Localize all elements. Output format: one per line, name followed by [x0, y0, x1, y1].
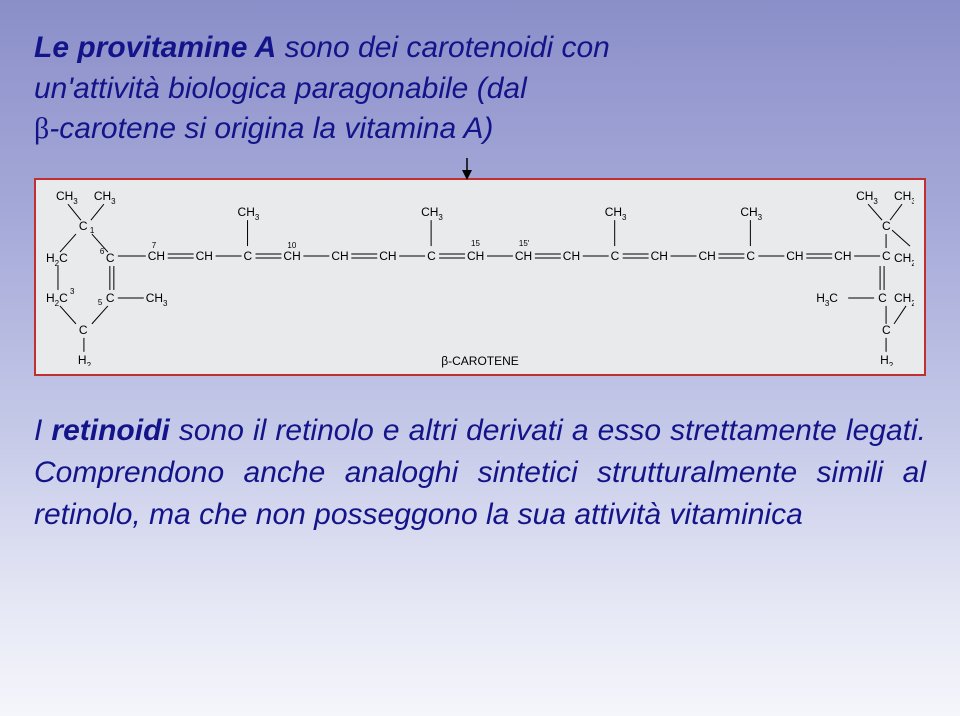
svg-text:3: 3 [70, 286, 75, 295]
svg-text:CH2: CH2 [894, 251, 914, 268]
svg-text:CH3: CH3 [146, 290, 168, 307]
structure-caption: β-CAROTENE [441, 354, 519, 368]
svg-text:CH: CH [148, 249, 165, 263]
svg-text:5: 5 [98, 297, 103, 306]
svg-text:CH: CH [786, 249, 803, 263]
svg-text:CH: CH [651, 249, 668, 263]
svg-text:C: C [427, 249, 436, 263]
svg-text:CH: CH [283, 249, 300, 263]
svg-text:CH3: CH3 [238, 205, 260, 222]
svg-text:CH: CH [515, 249, 532, 263]
svg-text:H2: H2 [880, 352, 894, 365]
svg-text:10: 10 [287, 241, 296, 250]
svg-text:CH: CH [467, 249, 484, 263]
svg-text:C: C [79, 219, 88, 233]
svg-text:15: 15 [471, 239, 480, 248]
svg-text:1: 1 [90, 226, 95, 235]
para-text-a: I [34, 414, 51, 447]
svg-text:C: C [882, 322, 891, 336]
svg-text:C: C [106, 251, 115, 265]
svg-text:15': 15' [519, 239, 530, 248]
svg-text:C: C [106, 290, 115, 304]
body-paragraph: I retinoidi sono il retinolo e altri der… [34, 410, 926, 536]
svg-text:CH: CH [834, 249, 851, 263]
svg-text:H2C: H2C [46, 290, 68, 307]
heading-text-3b: -carotene si origina la vitamina A) [49, 112, 493, 145]
svg-text:CH3: CH3 [421, 205, 443, 222]
svg-text:C: C [882, 249, 891, 263]
svg-text:C: C [878, 290, 887, 304]
svg-text:CH: CH [698, 249, 715, 263]
svg-text:CH3: CH3 [94, 189, 116, 206]
svg-text:CH: CH [379, 249, 396, 263]
svg-text:CH: CH [331, 249, 348, 263]
heading-bold: Le provitamine A [34, 31, 276, 64]
slide-heading: Le provitamine A sono dei carotenoidi co… [34, 28, 926, 150]
svg-text:6: 6 [100, 247, 105, 256]
heading-text-2: un'attività biologica paragonabile (dal [34, 69, 926, 110]
svg-text:H2C: H2C [46, 251, 68, 268]
para-bold: retinoidi [51, 414, 169, 447]
svg-text:CH3: CH3 [856, 189, 878, 206]
svg-text:7: 7 [152, 241, 157, 250]
svg-text:C: C [746, 249, 755, 263]
svg-text:CH: CH [563, 249, 580, 263]
heading-text-1b: sono dei carotenoidi con [276, 31, 610, 64]
svg-text:C: C [244, 249, 253, 263]
svg-text:CH3: CH3 [894, 189, 914, 206]
svg-text:CH3: CH3 [740, 205, 762, 222]
svg-text:C: C [882, 219, 891, 233]
svg-text:C: C [611, 249, 620, 263]
svg-text:H3C: H3C [816, 290, 838, 307]
svg-text:CH2: CH2 [894, 290, 914, 307]
svg-text:CH3: CH3 [56, 189, 78, 206]
svg-text:C: C [79, 322, 88, 336]
heading-beta: β [34, 112, 49, 145]
beta-carotene-structure: CH3 CH3 C 1 H2C C 6 H2C 3 C 5 CH3 C H2 C… [46, 186, 914, 366]
svg-text:CH: CH [196, 249, 213, 263]
chemical-structure-box: CH3 CH3 C 1 H2C C 6 H2C 3 C 5 CH3 C H2 C… [34, 178, 926, 376]
svg-text:CH3: CH3 [605, 205, 627, 222]
svg-text:H2: H2 [78, 352, 92, 365]
